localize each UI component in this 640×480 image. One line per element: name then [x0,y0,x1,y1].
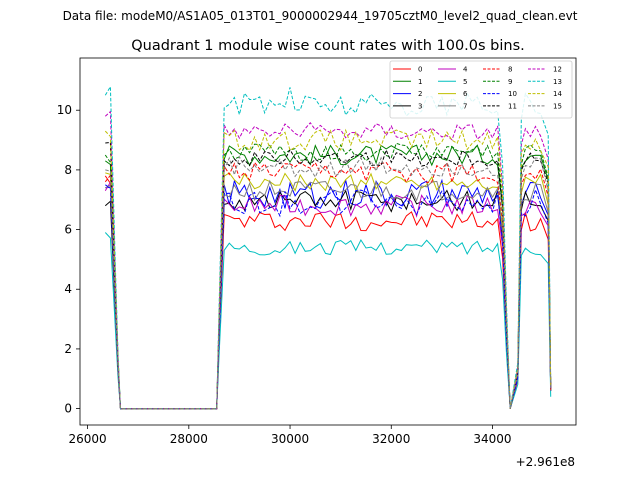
legend-label-3: 3 [418,102,422,110]
plot-frame [79,57,577,426]
legend-label-12: 12 [553,66,562,74]
legend-label-7: 7 [463,102,467,110]
legend-box [389,60,573,119]
series-line-9 [104,142,552,410]
x-tick-label: 34000 [473,432,511,446]
legend-label-2: 2 [418,90,422,98]
chart-title: Quadrant 1 module wise count rates with … [131,38,525,54]
legend-label-0: 0 [418,66,422,74]
y-tick-label: 6 [64,223,72,237]
legend-label-13: 13 [553,78,562,86]
figure-suptitle: Data file: modeM0/AS1A05_013T01_90000029… [63,9,578,23]
series-line-4 [104,180,552,410]
y-tick-label: 0 [64,402,72,416]
legend-label-5: 5 [463,78,467,86]
legend-label-6: 6 [463,90,468,98]
legend-label-4: 4 [463,66,468,74]
y-tick-label: 10 [57,103,72,117]
series-line-0 [104,175,552,410]
series-line-3 [104,189,552,410]
y-tick-label: 8 [64,163,72,177]
legend-label-15: 15 [553,102,562,110]
y-tick-label: 4 [64,282,72,296]
x-offset-label: +2.961e8 [516,455,575,469]
x-tick-label: 26000 [68,432,106,446]
series-layer [104,84,552,410]
series-line-5 [104,232,552,410]
series-line-12 [104,110,552,410]
x-tick-label: 28000 [170,432,208,446]
series-line-2 [105,178,552,410]
legend-label-1: 1 [418,78,422,86]
series-line-10 [105,184,552,410]
legend-label-10: 10 [508,90,517,98]
x-axis: 26000 28000 30000 32000 34000 [68,425,512,446]
legend-label-9: 9 [508,78,512,86]
y-tick-label: 2 [64,342,72,356]
series-line-11 [105,141,552,410]
series-line-7 [105,179,552,410]
legend-label-14: 14 [553,90,562,98]
y-axis: 0 2 4 6 8 10 [57,103,80,416]
series-line-13 [104,84,552,410]
x-tick-label: 32000 [372,432,410,446]
series-line-15 [105,155,552,410]
x-tick-label: 30000 [271,432,309,446]
legend-label-11: 11 [508,102,517,110]
legend-label-8: 8 [508,66,512,74]
